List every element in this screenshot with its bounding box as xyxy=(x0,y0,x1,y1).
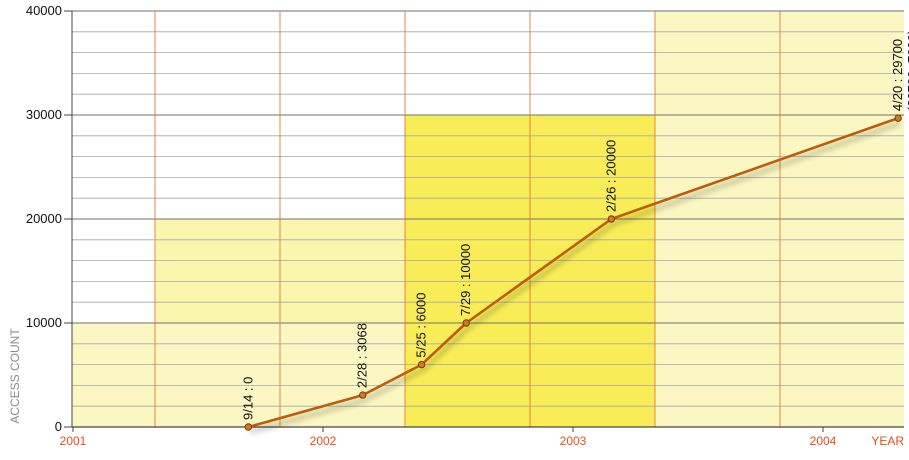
data-point xyxy=(462,319,470,327)
data-point xyxy=(607,215,616,223)
grid-lines xyxy=(71,10,904,428)
x-tick-label: 2004 xyxy=(810,434,837,448)
y-axis-ticks: 0 10000 20000 30000 40000 xyxy=(26,3,72,434)
data-point xyxy=(244,423,253,431)
y-axis-label: ACCESS COUNT xyxy=(8,328,22,424)
series-line-group xyxy=(244,114,902,431)
data-point xyxy=(894,114,902,122)
data-label: 7/29 : 10000 xyxy=(458,244,473,316)
y-tick-label: 30000 xyxy=(26,107,62,122)
series-line xyxy=(247,116,899,429)
y-tick-label: 20000 xyxy=(26,211,62,226)
y-tick-label: 0 xyxy=(55,419,62,434)
x-axis-ticks: 2001 2002 2003 2004 xyxy=(60,427,837,448)
data-label: 2/26 : 20000 xyxy=(603,140,618,212)
x-tick-label: 2002 xyxy=(310,434,337,448)
y-tick-label: 40000 xyxy=(26,3,62,18)
data-label-secondary: (22700+7000) xyxy=(905,30,909,111)
y-tick-label: 10000 xyxy=(26,315,62,330)
data-point xyxy=(417,360,426,369)
data-labels: 9/14 : 0 2/28 : 3068 5/25 : 6000 7/29 : 100… xyxy=(240,30,909,420)
x-tick-label: 2003 xyxy=(560,434,587,448)
data-label: 5/25 : 6000 xyxy=(414,293,429,358)
data-label: 2/28 : 3068 xyxy=(355,323,370,388)
data-point xyxy=(359,391,367,399)
data-label: 4/20 : 29700 xyxy=(890,39,905,111)
x-axis-label: YEAR xyxy=(871,434,904,448)
background-band xyxy=(72,323,155,427)
x-tick-label: 2001 xyxy=(60,434,87,448)
data-label: 9/14 : 0 xyxy=(240,377,255,420)
